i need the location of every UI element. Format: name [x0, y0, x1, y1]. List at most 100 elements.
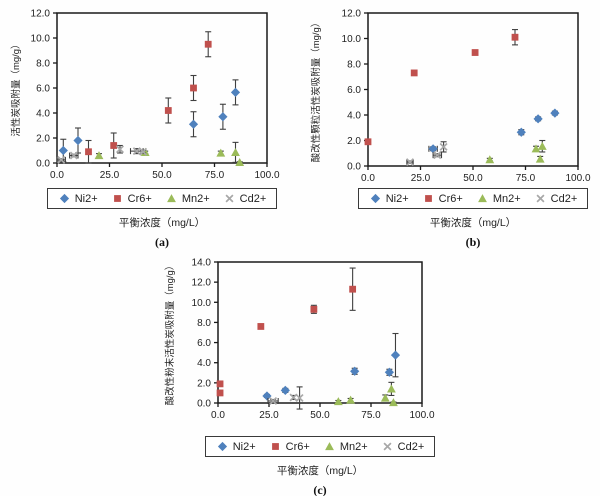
- y-tick-label: 10.0: [31, 34, 51, 45]
- diamond-glyph: [217, 441, 227, 452]
- triangle-glyph: [324, 442, 334, 451]
- legend-label: Cd2+: [239, 192, 267, 205]
- data-point-cr6: [85, 148, 92, 156]
- data-point-ni2: [550, 108, 560, 118]
- chart-b-y-axis-label: 酸改性颗粒活性炭吸附量（mg/g）: [311, 17, 322, 163]
- data-point-mn2: [216, 148, 226, 157]
- y-tick-label: 8.0: [347, 60, 361, 71]
- data-point-cd2: [295, 393, 304, 402]
- y-tick-label: 0.0: [347, 162, 361, 173]
- legend-label: Mn2+: [339, 440, 368, 453]
- triangle-marker-icon: [166, 194, 176, 203]
- x-tick-label: 100.0: [565, 173, 590, 184]
- chart-b-panel: 0.0 2.0 4.0 6.0 8.0 10.0 12.0 0.0 25.0 50.0 75.0 10…: [300, 0, 600, 250]
- data-point-cr6: [511, 33, 519, 41]
- chart-c-canvas: 0.0 2.0 4.0 6.0 8.0 10.0 12.0 14.0 0.0 25.0 50.0 75…: [192, 258, 435, 422]
- x-tick-label: 0.0: [211, 410, 225, 421]
- data-point-cr6: [164, 107, 172, 114]
- data-point-ni2: [230, 87, 241, 97]
- x-tick-label: 0.0: [50, 170, 64, 181]
- chart-b-x-axis-label: 平衡浓度（mg/L）: [429, 217, 517, 229]
- y-tick-label: 6.0: [347, 85, 361, 96]
- data-point-cd2: [433, 151, 442, 160]
- y-tick-label: 10.0: [342, 34, 362, 45]
- data-point-mn2: [94, 151, 104, 160]
- data-point-cd2: [115, 145, 125, 154]
- legend-item-mn2: Mn2+: [476, 192, 521, 205]
- chart-c-legend: Ni2+ Cr6+ Mn2+ Cd2+: [204, 436, 436, 457]
- triangle-glyph: [166, 194, 176, 203]
- y-tick-label: 4.0: [347, 111, 361, 122]
- x-tick-label: 75.0: [516, 173, 536, 184]
- legend-item-mn2: Mn2+: [323, 440, 368, 453]
- legend-item-cr6: Cr6+: [269, 440, 310, 453]
- chart-c-y-axis-label: 酸改性粉末活性炭吸附量（mg/g）: [165, 260, 176, 406]
- legend-item-ni2: Ni2+: [58, 192, 98, 205]
- x-glyph: [225, 194, 234, 203]
- data-point-ni2: [218, 112, 228, 122]
- chart-b-caption: (b): [465, 235, 481, 249]
- x-tick-label: 100.0: [409, 410, 434, 421]
- diamond-marker-icon: [370, 193, 380, 204]
- data-point-mn2: [531, 144, 541, 153]
- data-point-ni2: [350, 366, 360, 376]
- legend-label: Cr6+: [438, 192, 463, 205]
- data-point-cd2: [269, 396, 278, 405]
- legend-label: Mn2+: [492, 192, 521, 205]
- data-point-mn2: [537, 141, 547, 150]
- data-point-ni2: [188, 119, 199, 129]
- x-marker-icon: [536, 194, 545, 203]
- data-point-mn2: [346, 395, 355, 404]
- y-tick-label: 0.0: [197, 399, 211, 410]
- x-tick-label: 25.0: [411, 173, 431, 184]
- data-point-mn2: [535, 154, 545, 163]
- y-tick-label: 10.0: [192, 298, 212, 309]
- square-marker-icon: [271, 443, 279, 450]
- y-tick-label: 2.0: [347, 136, 361, 147]
- data-point-cd2: [69, 151, 78, 160]
- x-tick-label: 75.0: [361, 410, 381, 421]
- chart-a-caption: (a): [155, 235, 169, 249]
- x-tick-label: 75.0: [205, 170, 225, 181]
- square-glyph: [424, 195, 432, 202]
- chart-a-x-axis-label: 平衡浓度（mg/L）: [118, 217, 206, 229]
- y-tick-label: 12.0: [342, 9, 362, 20]
- x-tick-label: 25.0: [259, 410, 279, 421]
- data-point-mn2: [380, 393, 390, 402]
- chart-b-canvas: 0.0 2.0 4.0 6.0 8.0 10.0 12.0 0.0 25.0 50.0 75.0 10…: [342, 9, 591, 185]
- data-point-mn2: [333, 397, 343, 406]
- x-marker-icon: [225, 194, 234, 203]
- chart-a-legend: Ni2+ Cr6+ Mn2+ Cd2+: [46, 188, 278, 209]
- data-point-cr6: [190, 84, 197, 92]
- x-tick-label: 50.0: [310, 410, 330, 421]
- chart-c-caption: (c): [313, 483, 327, 496]
- data-point-ni2: [428, 144, 438, 154]
- square-glyph: [113, 195, 121, 202]
- data-point-cr6: [216, 389, 224, 397]
- data-point-ni2: [58, 145, 68, 156]
- legend-item-cd2: Cd2+: [223, 192, 267, 205]
- y-tick-label: 12.0: [192, 278, 212, 289]
- chart-a-canvas: 0.0 2.0 4.0 6.0 8.0 10.0 12.0 0.0 25.0 50.0 75.0 10…: [31, 9, 280, 182]
- legend-item-cd2: Cd2+: [534, 192, 577, 205]
- data-point-cd2: [132, 147, 141, 156]
- y-tick-label: 2.0: [197, 378, 211, 389]
- x-tick-label: 0.0: [361, 173, 375, 184]
- data-point-mn2: [389, 398, 398, 407]
- data-point-ni2: [533, 114, 543, 124]
- data-point-mn2: [231, 147, 240, 156]
- data-point-ni2: [73, 135, 83, 146]
- data-point-ni2: [384, 367, 394, 377]
- y-tick-label: 4.0: [36, 109, 50, 120]
- data-point-cr6: [471, 49, 479, 56]
- y-tick-label: 12.0: [31, 9, 51, 20]
- triangle-marker-icon: [477, 194, 487, 203]
- x-marker-icon: [383, 442, 392, 451]
- legend-item-cr6: Cr6+: [111, 192, 152, 205]
- data-point-cr6: [410, 69, 418, 77]
- legend-label: Ni2+: [232, 440, 256, 453]
- data-point-cr6: [110, 142, 118, 149]
- chart-a-y-axis-label: 活性炭吸附量（mg/g）: [11, 39, 22, 137]
- legend-item-cr6: Cr6+: [422, 192, 463, 205]
- y-tick-label: 8.0: [197, 318, 211, 329]
